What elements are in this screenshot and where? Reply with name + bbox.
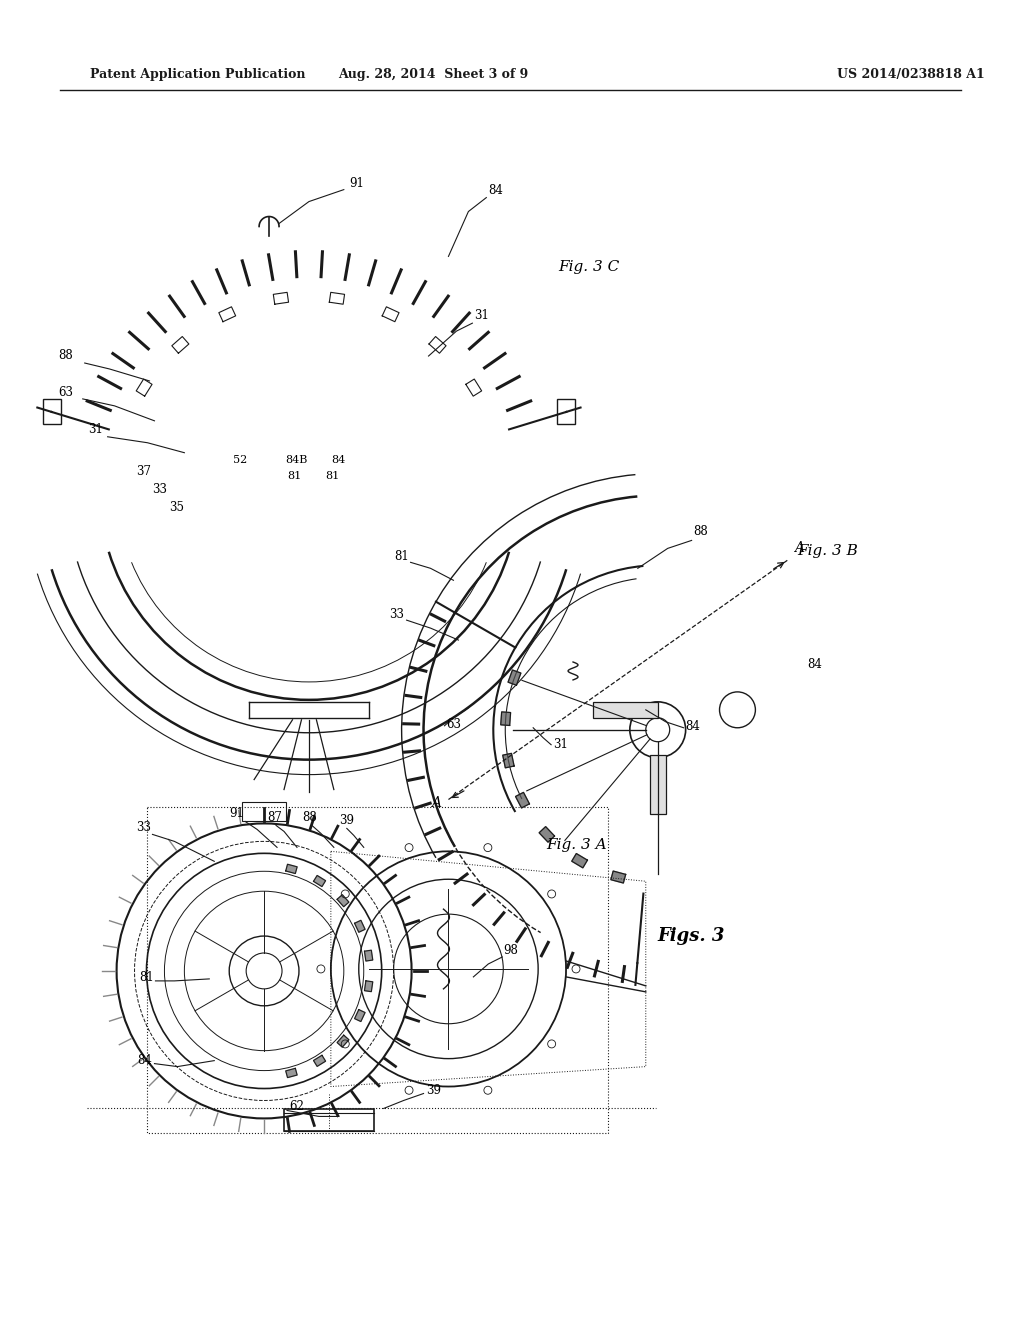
Text: 84B: 84B (285, 454, 307, 465)
Text: 88: 88 (57, 348, 73, 362)
Bar (284, 1109, 374, 1131)
Text: 81: 81 (325, 471, 339, 480)
Text: 84: 84 (137, 1053, 153, 1067)
Text: 35: 35 (169, 500, 184, 513)
Text: US 2014/0238818 A1: US 2014/0238818 A1 (838, 67, 985, 81)
Polygon shape (503, 754, 514, 768)
Text: 87: 87 (267, 812, 282, 825)
Bar (242, 801, 286, 821)
Polygon shape (313, 1055, 326, 1067)
Text: Figs. 3: Figs. 3 (657, 927, 725, 945)
Text: Fig. 3 C: Fig. 3 C (558, 260, 620, 275)
Text: 91: 91 (229, 808, 244, 821)
Text: A: A (795, 541, 804, 556)
Text: 84: 84 (331, 454, 345, 465)
Text: 39: 39 (339, 814, 354, 828)
Polygon shape (515, 792, 529, 808)
Bar (650, 755, 666, 814)
Text: 63: 63 (446, 718, 462, 731)
Polygon shape (501, 711, 511, 726)
Text: 37: 37 (136, 465, 152, 478)
Text: Patent Application Publication: Patent Application Publication (90, 67, 305, 81)
Polygon shape (286, 865, 297, 874)
Text: 81: 81 (394, 550, 409, 564)
Text: 39: 39 (427, 1084, 441, 1097)
Text: 81: 81 (287, 471, 301, 480)
Text: 84: 84 (488, 183, 503, 197)
Polygon shape (354, 920, 366, 932)
Text: 91: 91 (349, 177, 364, 190)
Polygon shape (571, 854, 588, 867)
Bar (593, 702, 657, 718)
Polygon shape (611, 871, 626, 883)
Text: 33: 33 (153, 483, 168, 495)
Text: 88: 88 (693, 525, 709, 539)
Text: 33: 33 (136, 821, 152, 834)
Text: Aug. 28, 2014  Sheet 3 of 9: Aug. 28, 2014 Sheet 3 of 9 (338, 67, 528, 81)
Text: Fig. 3 A: Fig. 3 A (546, 838, 607, 853)
Polygon shape (313, 875, 326, 887)
Text: 31: 31 (474, 309, 489, 322)
Text: 52: 52 (232, 454, 247, 465)
Text: 98: 98 (503, 944, 518, 957)
Text: A: A (431, 796, 441, 810)
Text: 31: 31 (88, 422, 102, 436)
Polygon shape (337, 1035, 349, 1047)
Text: 62: 62 (289, 1101, 304, 1114)
Text: 33: 33 (389, 609, 404, 622)
Text: 88: 88 (302, 812, 316, 825)
Polygon shape (337, 895, 349, 907)
Text: 84: 84 (807, 657, 822, 671)
Polygon shape (365, 950, 373, 961)
Text: 81: 81 (139, 972, 155, 983)
Text: Fig. 3 B: Fig. 3 B (798, 544, 858, 558)
Polygon shape (539, 826, 555, 842)
Polygon shape (508, 671, 521, 685)
Polygon shape (365, 981, 373, 991)
Bar (557, 400, 575, 424)
Polygon shape (286, 1068, 297, 1077)
Text: 31: 31 (553, 738, 568, 751)
Text: 63: 63 (57, 385, 73, 399)
Text: 84: 84 (686, 719, 700, 733)
Polygon shape (354, 1010, 366, 1022)
Bar (43, 400, 60, 424)
